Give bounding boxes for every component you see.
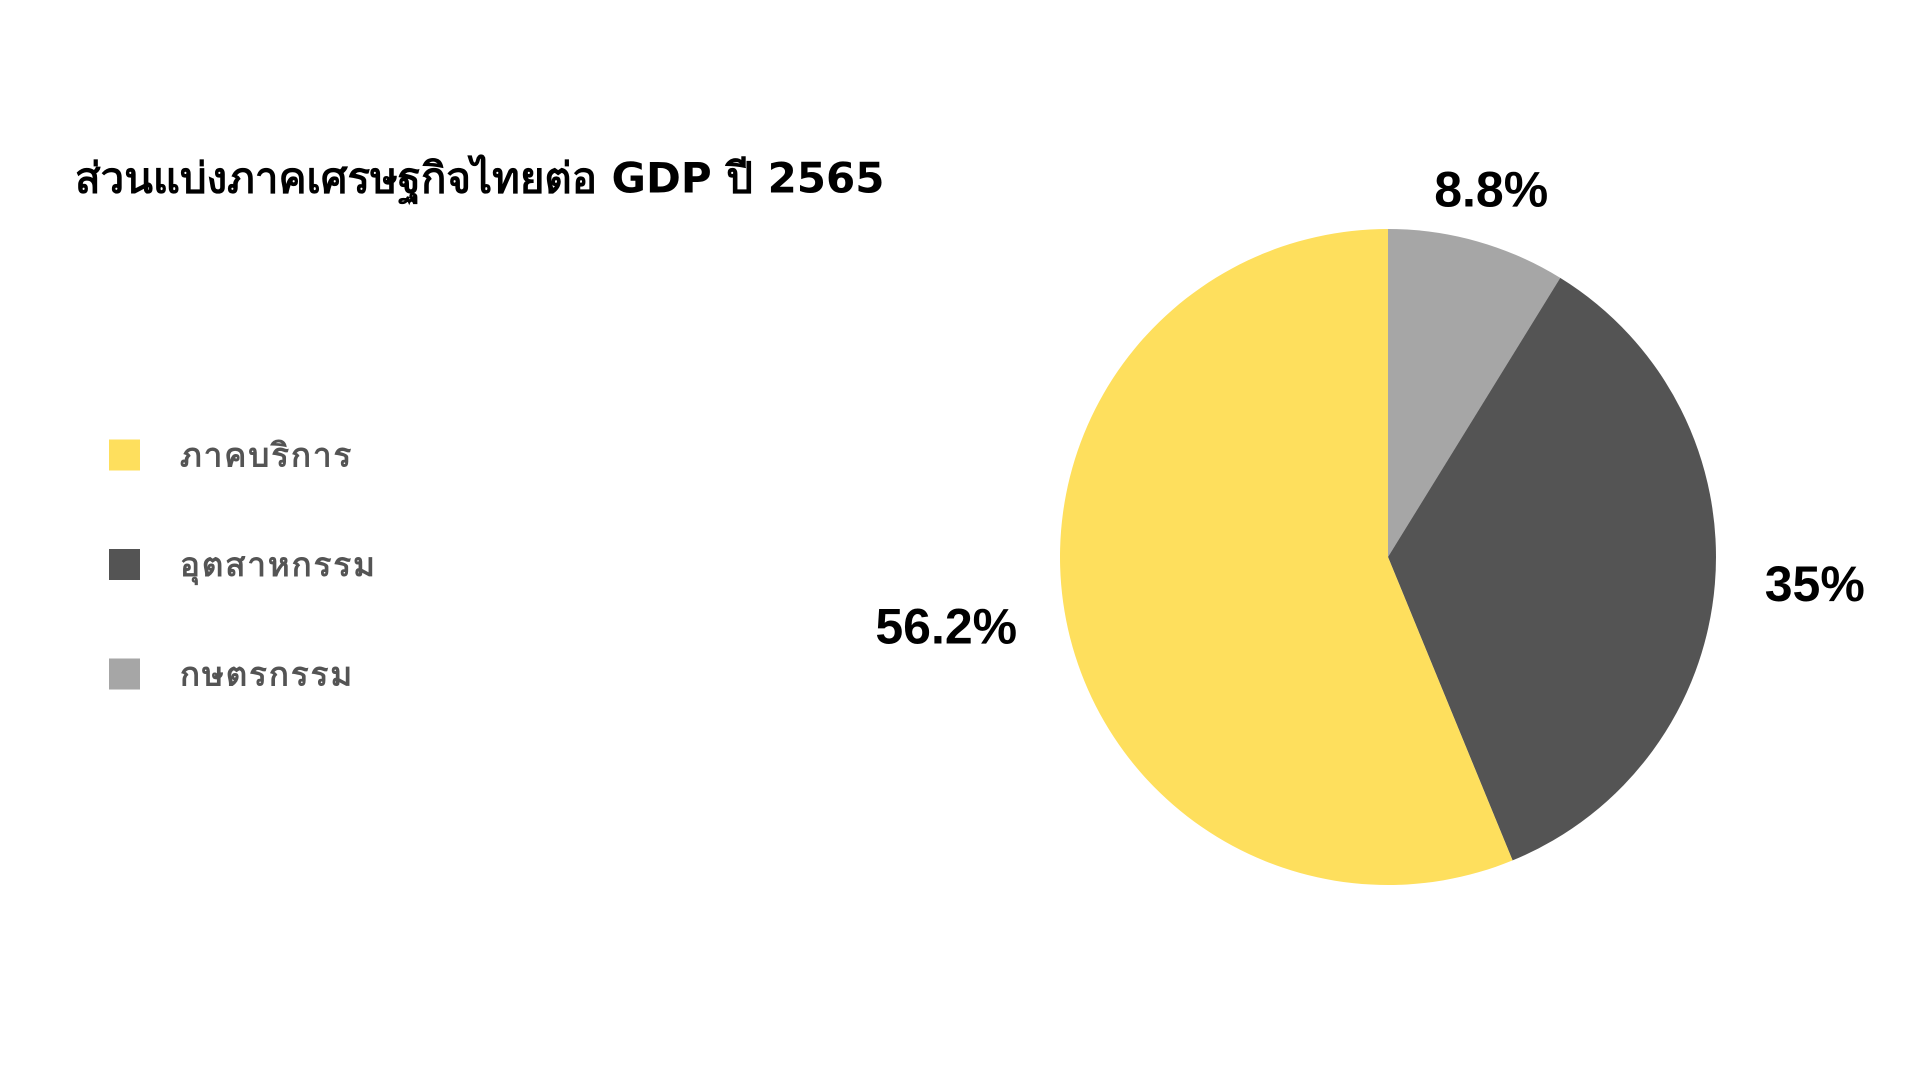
- value-label: 35%: [1765, 556, 1865, 612]
- chart-title: ส่วนแบ่งภาคเศรษฐกิจไทยต่อ GDP ปี 2565: [75, 154, 884, 206]
- value-label: 8.8%: [1434, 162, 1548, 218]
- legend-label: กษตรกรรม: [180, 655, 354, 694]
- legend-swatch: [109, 549, 140, 580]
- legend-label: ภาคบริการ: [180, 436, 353, 475]
- value-label: 56.2%: [875, 598, 1017, 654]
- pie-slice: [1388, 229, 1561, 557]
- pie-slice: [1388, 277, 1716, 861]
- legend-swatch: [109, 658, 140, 690]
- pie-slice: [1059, 228, 1513, 885]
- legend-label: อุตสาหกรรม: [180, 545, 377, 586]
- legend-swatch: [109, 439, 140, 471]
